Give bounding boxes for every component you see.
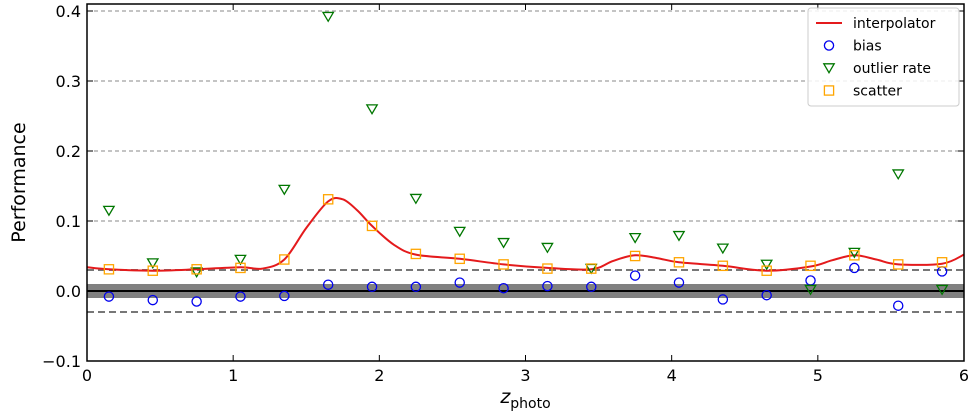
point-bias xyxy=(673,277,685,288)
point-scatter xyxy=(936,257,948,268)
y-axis-title: Performance xyxy=(8,122,30,242)
point-scatter xyxy=(366,220,378,232)
point-bias xyxy=(849,262,860,274)
point-outlier-rate xyxy=(497,237,510,249)
point-outlier-rate xyxy=(541,242,554,254)
point-scatter xyxy=(235,262,246,274)
point-scatter xyxy=(191,264,202,275)
legend-label-interpolator: interpolator xyxy=(853,16,936,32)
point-bias xyxy=(147,294,159,306)
y-tick-label: 0.4 xyxy=(56,2,81,21)
point-scatter xyxy=(761,265,772,276)
x-tick-label: 5 xyxy=(813,366,823,385)
point-bias xyxy=(936,266,948,277)
point-bias xyxy=(279,290,290,302)
point-bias xyxy=(586,281,597,293)
point-bias xyxy=(892,300,904,311)
point-outlier-rate xyxy=(409,193,423,205)
point-scatter xyxy=(410,248,422,260)
y-tick-label: −0.1 xyxy=(42,352,81,371)
x-tick-label: 1 xyxy=(228,366,238,385)
point-outlier-rate xyxy=(365,104,379,115)
x-tick-label: 6 xyxy=(959,366,969,385)
legend-box xyxy=(807,7,960,107)
legend-swatch-bias xyxy=(823,40,835,51)
x-axis-title-subscript: photo xyxy=(510,396,550,412)
point-outlier-rate xyxy=(234,254,247,266)
legend-label-scatter: scatter xyxy=(853,84,902,100)
legend-label-bias: bias xyxy=(853,39,882,55)
point-bias xyxy=(805,275,816,286)
point-bias xyxy=(542,280,553,292)
legend: interpolator bias outlier rate scatter xyxy=(807,7,960,107)
y-tick-label: 0.0 xyxy=(56,282,81,301)
point-outlier-rate xyxy=(935,284,949,296)
point-outlier-rate xyxy=(190,267,203,279)
x-tick-label: 2 xyxy=(374,366,384,385)
axis-titles: Performance zphoto xyxy=(8,122,551,412)
point-scatter xyxy=(542,263,553,274)
x-axis-title: zphoto xyxy=(499,386,550,412)
point-outlier-rate xyxy=(804,284,817,296)
y-tick-label: 0.3 xyxy=(56,72,81,91)
point-scatter xyxy=(717,260,729,272)
series-line-interpolator xyxy=(86,196,965,272)
point-scatter xyxy=(103,264,115,275)
y-tick-label: 0.1 xyxy=(56,212,81,231)
point-bias xyxy=(191,296,202,307)
point-bias xyxy=(454,277,465,288)
point-scatter xyxy=(805,260,816,272)
point-scatter xyxy=(629,250,641,262)
point-outlier-rate xyxy=(891,169,905,181)
y-tick-label: 0.2 xyxy=(56,142,81,161)
series-layer xyxy=(86,11,965,311)
point-scatter xyxy=(498,259,509,270)
legend-marker xyxy=(823,40,835,51)
legend-marker xyxy=(822,63,836,74)
point-scatter xyxy=(147,265,159,276)
point-scatter xyxy=(322,194,334,205)
reference-lines xyxy=(87,269,964,313)
point-outlier-rate xyxy=(672,230,686,242)
point-scatter xyxy=(586,263,597,274)
point-outlier-rate xyxy=(453,226,467,238)
point-bias xyxy=(235,291,246,302)
point-bias xyxy=(498,282,509,294)
point-scatter xyxy=(849,250,860,261)
legend-swatch-scatter xyxy=(823,85,835,96)
point-outlier-rate xyxy=(760,259,774,271)
point-bias xyxy=(717,294,729,305)
x-tick-label: 4 xyxy=(667,366,677,385)
legend-swatch-outlier-rate xyxy=(822,63,836,74)
point-outlier-rate xyxy=(277,184,291,196)
point-scatter xyxy=(454,253,465,265)
legend-label-outlier-rate: outlier rate xyxy=(853,61,931,77)
point-bias xyxy=(103,291,115,302)
point-scatter xyxy=(892,259,904,270)
point-outlier-rate xyxy=(848,247,861,259)
x-tick-label: 3 xyxy=(520,366,530,385)
point-outlier-rate xyxy=(321,11,335,23)
x-axis-title-main: z xyxy=(499,386,511,408)
x-tick-label: 0 xyxy=(82,366,92,385)
point-outlier-rate xyxy=(146,258,160,269)
legend-marker xyxy=(823,85,835,96)
point-bias xyxy=(629,270,641,281)
point-scatter xyxy=(673,257,685,268)
point-bias xyxy=(366,281,378,293)
point-bias xyxy=(410,281,422,293)
point-scatter xyxy=(279,254,290,265)
point-bias xyxy=(322,279,334,290)
point-outlier-rate xyxy=(716,243,730,255)
tick-layer: 0 1 2 3 4 5 6 −0.1 0.0 0.1 0.2 0.3 0.4 xyxy=(42,2,969,385)
point-outlier-rate xyxy=(102,205,116,217)
point-outlier-rate xyxy=(628,232,642,244)
point-bias xyxy=(761,289,772,301)
